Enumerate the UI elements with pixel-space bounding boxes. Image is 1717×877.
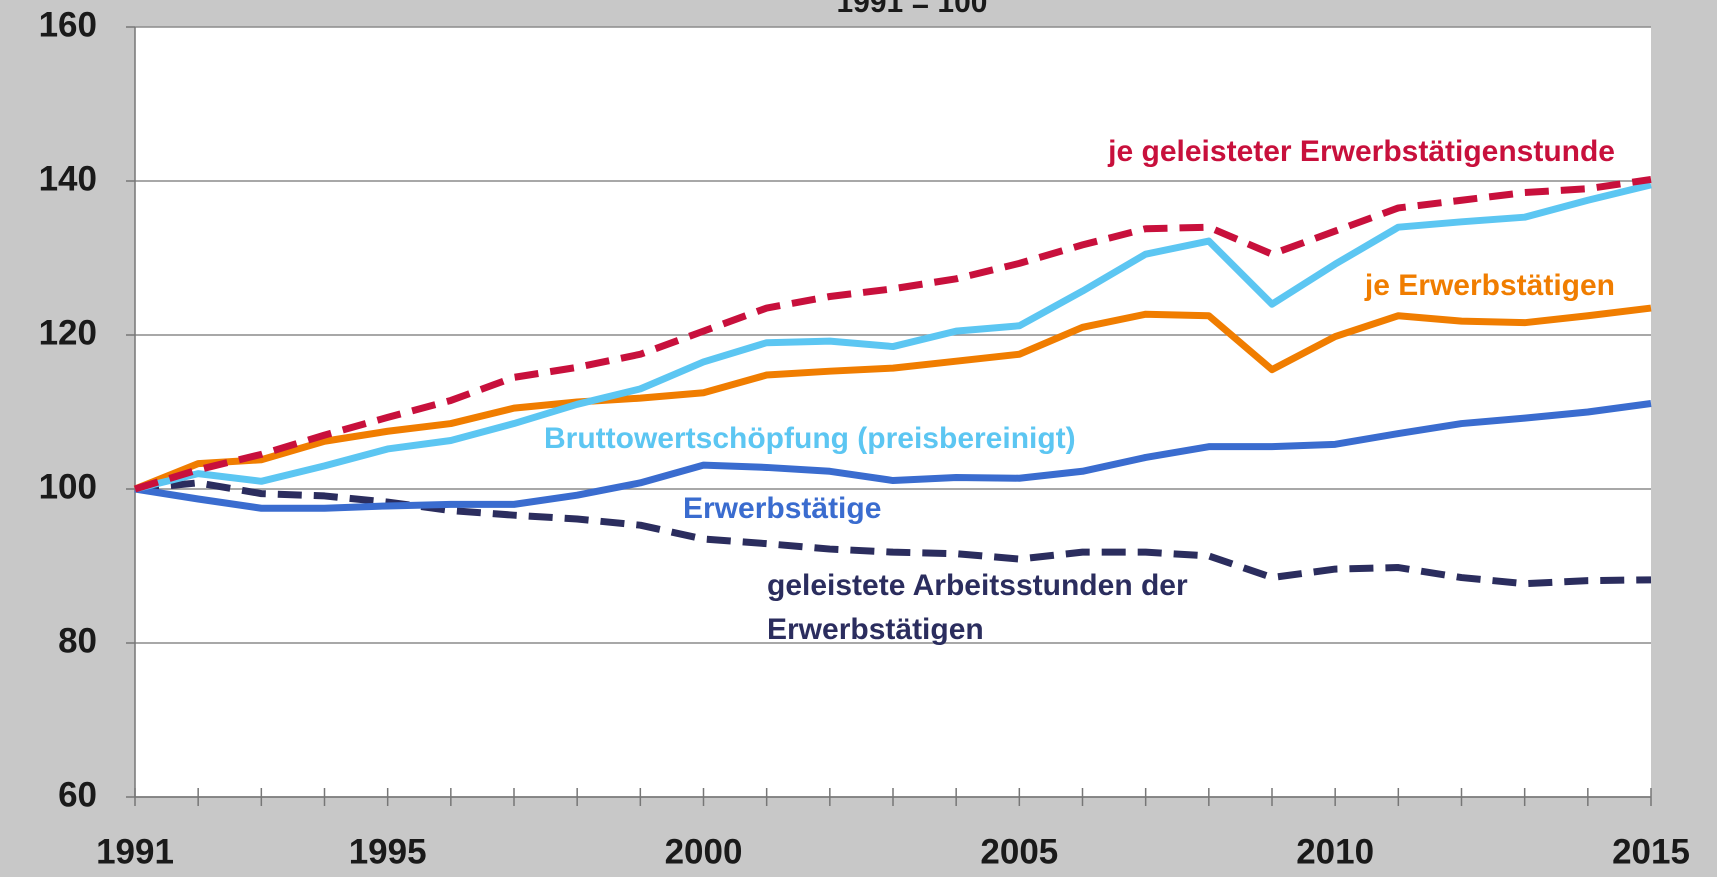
y-tick-label: 60 [58, 775, 97, 814]
series-label: Bruttowertschöpfung (preisbereinigt) [544, 422, 1076, 455]
y-tick-label: 80 [58, 621, 97, 660]
x-tick-label: 2000 [665, 832, 743, 871]
x-tick-label: 1991 [96, 832, 174, 871]
series-label: je geleisteter Erwerbstätigenstunde [1107, 135, 1615, 168]
y-tick-label: 120 [39, 313, 97, 352]
x-tick-label: 2005 [980, 832, 1058, 871]
series-line [134, 181, 1652, 493]
y-tick-label: 160 [39, 5, 97, 44]
chart-title: 1991 = 100 [837, 0, 988, 19]
y-tick-label: 100 [39, 467, 97, 506]
series-line [134, 400, 1652, 512]
x-tick-label: 2010 [1296, 832, 1374, 871]
series-label: je Erwerbstätigen [1364, 269, 1615, 302]
series-label: geleistete Arbeitsstunden der Erwerbstät… [767, 569, 1188, 646]
x-tick-label: 2015 [1612, 832, 1690, 871]
series-line [133, 175, 1652, 493]
series-label: Erwerbstätige [683, 492, 881, 525]
plot-area [135, 27, 1651, 797]
y-tick-label: 140 [39, 159, 97, 198]
series-line [133, 304, 1652, 493]
x-tick-label: 1995 [349, 832, 427, 871]
series-line [134, 479, 1652, 588]
